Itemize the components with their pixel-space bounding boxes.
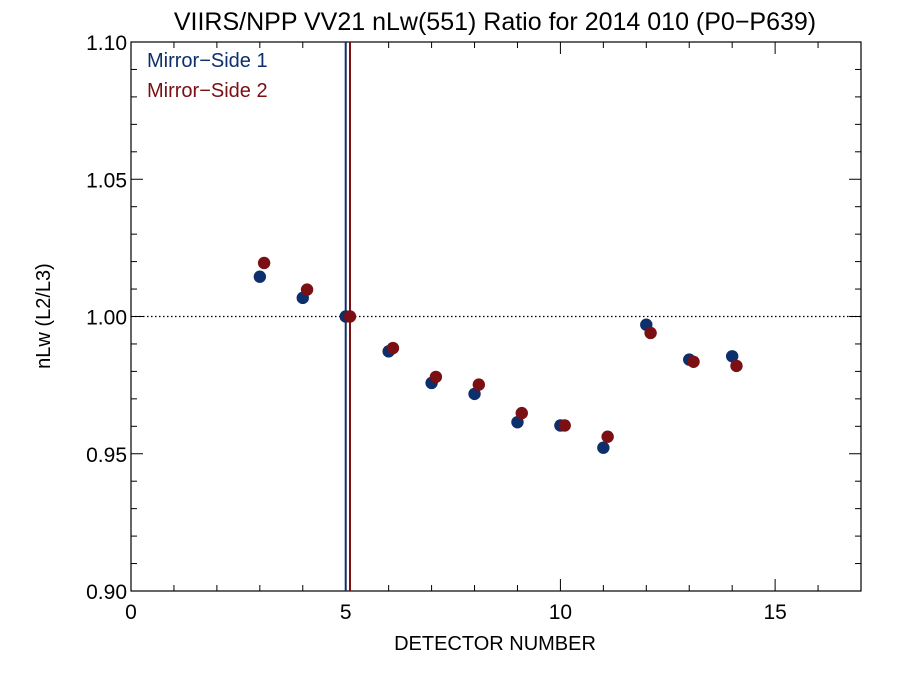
chart-title: VIIRS/NPP VV21 nLw(551) Ratio for 2014 0… [174, 8, 816, 36]
x-axis-label: DETECTOR NUMBER [394, 633, 596, 655]
legend-mirror-side-2: Mirror−Side 2 [147, 80, 268, 102]
data-point-series-2 [601, 430, 614, 443]
reference-lines [131, 42, 861, 591]
data-point-series-1 [253, 270, 267, 283]
y-axis-label: nLw (L2/L3) [33, 263, 55, 369]
x-tick-label: 5 [340, 601, 352, 624]
legend-mirror-side-1: Mirror−Side 1 [147, 50, 268, 72]
data-point-series-2 [386, 341, 400, 355]
data-point-series-2 [343, 310, 357, 323]
y-tick-label: 1.05 [86, 169, 127, 192]
y-tick-label: 0.90 [86, 581, 127, 604]
data-point-series-1 [597, 441, 610, 454]
data-point-series-2 [730, 359, 743, 373]
data-point-series-2 [644, 326, 657, 340]
data-points [253, 256, 743, 454]
y-tick-label: 1.00 [86, 307, 127, 330]
data-point-series-1 [468, 387, 481, 401]
x-tick-label: 0 [125, 601, 137, 624]
data-point-series-2 [300, 283, 314, 296]
y-tick-label: 0.95 [86, 444, 127, 467]
y-tick-label: 1.10 [86, 32, 127, 55]
data-point-series-2 [429, 370, 443, 384]
data-point-series-2 [257, 256, 271, 270]
data-point-series-2 [472, 378, 486, 391]
data-point-series-2 [515, 406, 528, 420]
x-tick-label: 15 [763, 601, 786, 624]
data-point-series-1 [725, 350, 739, 363]
axis-tick-labels: 0 5 10 15 0.90 0.95 1.00 1.05 1.10 [86, 32, 787, 624]
data-point-series-2 [558, 419, 571, 432]
data-point-series-2 [687, 355, 700, 368]
x-tick-label: 10 [549, 601, 572, 624]
